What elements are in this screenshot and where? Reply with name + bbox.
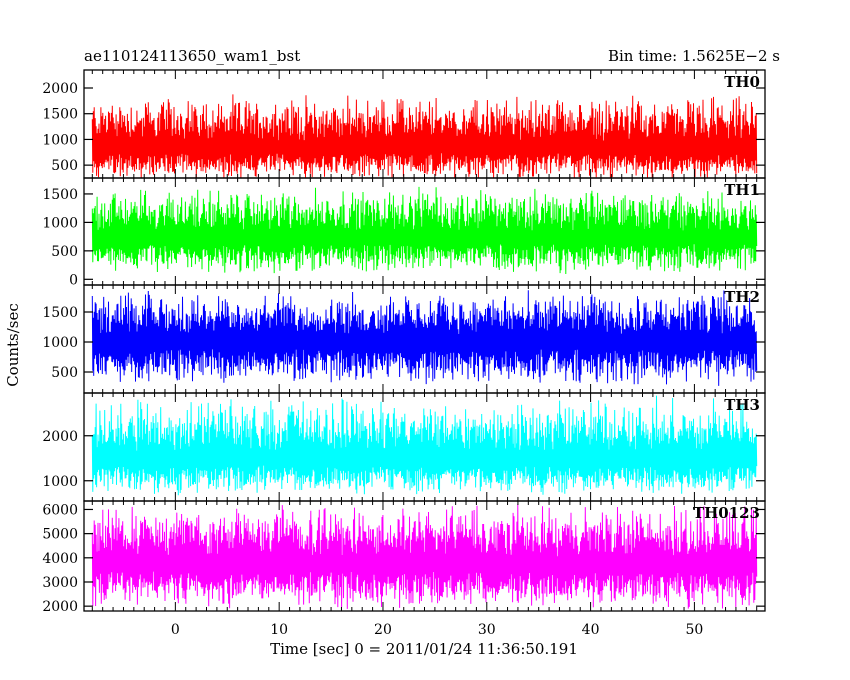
x-tick-label: 10 (270, 622, 288, 638)
y-tick-label: 1000 (42, 474, 78, 490)
y-tick-label: 4000 (42, 551, 78, 567)
x-tick-label: 20 (374, 622, 392, 638)
panel-th0: 500 1000 1500 2000 TH0 (42, 69, 766, 179)
series-line-th1 (91, 186, 758, 275)
panel-th3: 1000 2000 TH3 (42, 392, 766, 502)
y-tick-label: 3000 (42, 575, 78, 591)
x-tick-label: 40 (582, 622, 600, 638)
y-axis-label: Counts/sec (4, 303, 22, 387)
y-tick-label: 2000 (42, 81, 78, 97)
y-tick-label: 500 (51, 365, 78, 381)
y-tick-label: 1000 (42, 335, 78, 351)
y-tick-label: 1500 (42, 187, 78, 203)
y-tick-label: 1000 (42, 215, 78, 231)
panel-label-th0123: TH0123 (693, 504, 760, 522)
series-line-th2 (91, 290, 758, 386)
y-tick-label: 6000 (42, 502, 78, 518)
x-tick-label: 0 (171, 622, 180, 638)
y-tick-label: 500 (51, 244, 78, 260)
y-tick-label: 1500 (42, 107, 78, 123)
panel-label-th2: TH2 (724, 288, 760, 306)
chart-title: ae110124113650_wam1_bst (84, 47, 300, 65)
y-tick-label: 1000 (42, 132, 78, 148)
y-tick-label: 2000 (42, 429, 78, 445)
panel-label-th1: TH1 (724, 181, 760, 199)
series-line-th0 (91, 94, 758, 178)
y-tick-label: 0 (69, 272, 78, 288)
x-tick-label: 50 (685, 622, 703, 638)
series-line-th3 (91, 395, 758, 496)
panel-th2: 500 1000 1500 TH2 (42, 284, 766, 394)
x-tick-label: 30 (478, 622, 496, 638)
panel-label-th3: TH3 (724, 396, 760, 414)
panel-th0123: 2000 3000 4000 5000 6000 TH0123 (42, 500, 766, 615)
series-line-th0123 (91, 504, 758, 609)
panel-th1: 0 500 1000 1500 TH1 (42, 177, 766, 288)
panels-group: 500 1000 1500 2000 TH0 0 500 1000 1500 TH1 500 1000… (42, 69, 766, 615)
y-tick-label: 500 (51, 158, 78, 174)
y-tick-label: 5000 (42, 527, 78, 543)
bin-time-label: Bin time: 1.5625E−2 s (608, 47, 780, 65)
x-axis-label: Time [sec] 0 = 2011/01/24 11:36:50.191 (270, 640, 578, 658)
y-tick-label: 1500 (42, 305, 78, 321)
panel-label-th0: TH0 (724, 73, 760, 91)
y-tick-label: 2000 (42, 599, 78, 615)
x-axis: 0 10 20 30 40 50 (171, 622, 703, 638)
